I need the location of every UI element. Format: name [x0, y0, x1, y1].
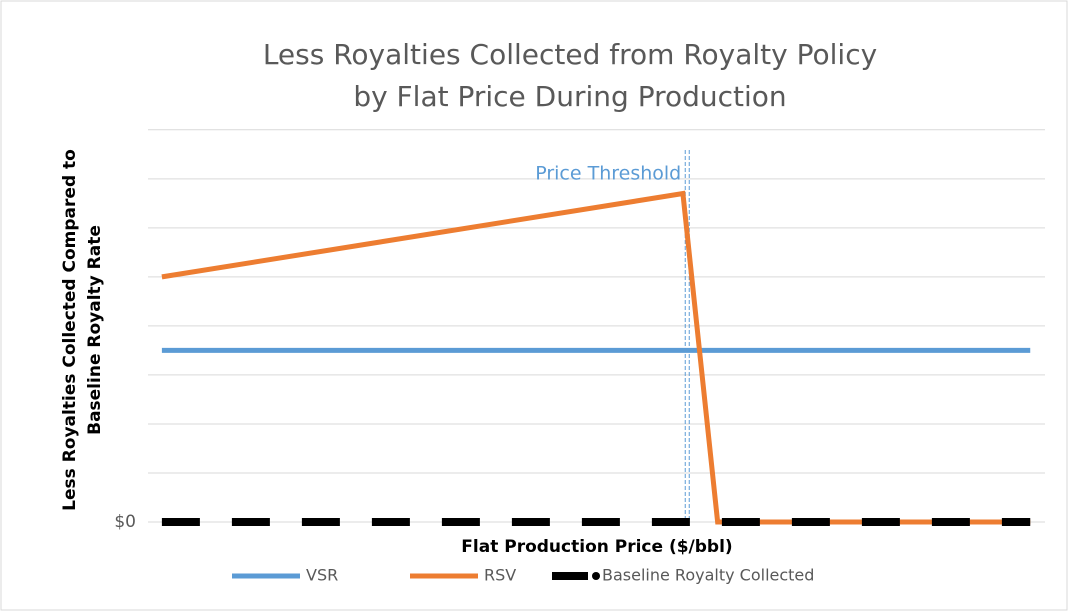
- annotation: Price Threshold: [535, 163, 681, 185]
- y-tick-label: $0: [114, 512, 136, 532]
- x-axis-label: Flat Production Price ($/bbl): [461, 537, 732, 557]
- chart-title: Less Royalties Collected from Royalty Po…: [263, 38, 877, 71]
- y-axis-label: Baseline Royalty Rate: [85, 225, 105, 435]
- y-axis-label: Less Royalties Collected Compared to: [60, 149, 80, 511]
- chart-title: by Flat Price During Production: [353, 80, 786, 113]
- legend-label: Baseline Royalty Collected: [602, 566, 814, 585]
- legend-label: RSV: [484, 566, 516, 585]
- legend-label: VSR: [306, 566, 338, 585]
- legend-swatch: [592, 572, 600, 580]
